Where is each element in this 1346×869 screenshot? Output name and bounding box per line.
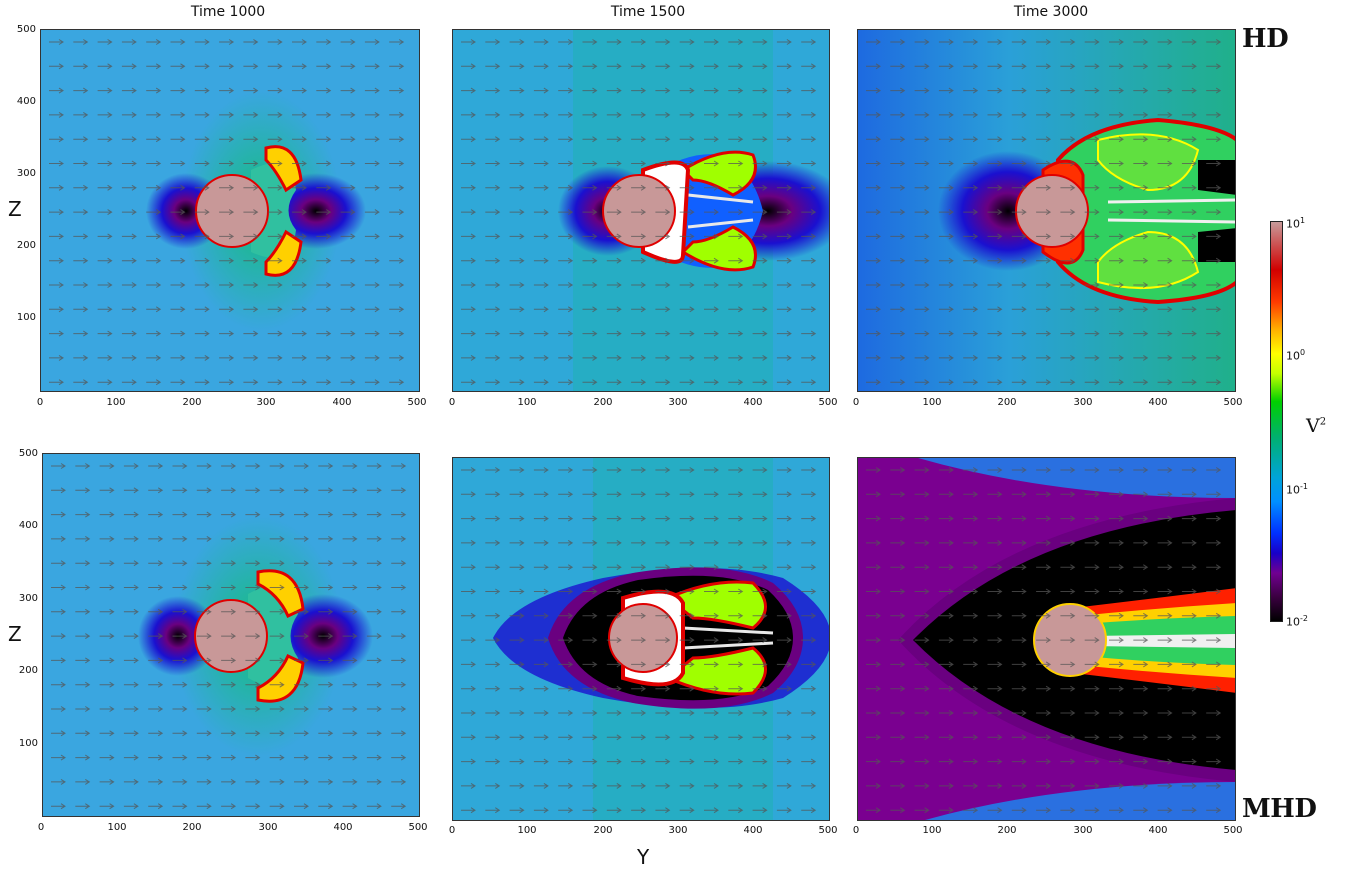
x-axis-label: Y — [637, 845, 650, 869]
x-tick-p2-1: 100 — [517, 397, 537, 408]
x-tick-p6-4: 400 — [1148, 825, 1168, 836]
panel-mhd-t1000-plot — [43, 454, 419, 816]
x-tick-p1-3: 300 — [256, 397, 276, 408]
colorbar — [1270, 221, 1283, 622]
x-tick-p3-0: 0 — [852, 397, 860, 408]
x-tick-p4-3: 300 — [258, 822, 278, 833]
x-tick-p3-5: 500 — [1223, 397, 1243, 408]
colorbar-tick-10e1: 101 — [1286, 216, 1306, 231]
x-tick-p4-5: 500 — [408, 822, 428, 833]
velocity-arrows — [49, 39, 405, 386]
y-tick-top-500: 500 — [16, 24, 36, 35]
x-tick-p4-1: 100 — [107, 822, 127, 833]
panel-hd-t3000-plot — [858, 30, 1235, 391]
colorbar-tick-10e0: 100 — [1286, 348, 1306, 363]
x-tick-p3-2: 200 — [997, 397, 1017, 408]
x-tick-p1-5: 500 — [407, 397, 427, 408]
column-title-2: Time 1500 — [610, 4, 686, 20]
x-tick-p1-1: 100 — [106, 397, 126, 408]
y-tick-top-300: 300 — [16, 168, 36, 179]
panel-hd-t1000-plot — [41, 30, 419, 391]
y-tick-top-200: 200 — [16, 240, 36, 251]
y-tick-bottom-500: 500 — [18, 448, 38, 459]
x-tick-p5-0: 0 — [448, 825, 456, 836]
y-tick-bottom-300: 300 — [18, 593, 38, 604]
panel-hd-t1500 — [452, 29, 830, 392]
x-tick-p1-0: 0 — [36, 397, 44, 408]
y-tick-bottom-400: 400 — [18, 520, 38, 531]
row-label-mhd: MHD — [1242, 794, 1317, 824]
x-tick-p6-2: 200 — [997, 825, 1017, 836]
x-tick-p2-3: 300 — [668, 397, 688, 408]
panel-mhd-t3000-plot — [858, 458, 1235, 820]
x-tick-p6-5: 500 — [1223, 825, 1243, 836]
x-tick-p5-2: 200 — [593, 825, 613, 836]
x-tick-p6-0: 0 — [852, 825, 860, 836]
panel-hd-t1000 — [40, 29, 420, 392]
x-tick-p3-1: 100 — [922, 397, 942, 408]
x-tick-p6-3: 300 — [1073, 825, 1093, 836]
x-tick-p2-4: 400 — [743, 397, 763, 408]
x-tick-p4-0: 0 — [37, 822, 45, 833]
x-tick-p3-3: 300 — [1073, 397, 1093, 408]
x-tick-p4-4: 400 — [333, 822, 353, 833]
x-tick-p2-2: 200 — [593, 397, 613, 408]
y-tick-top-400: 400 — [16, 96, 36, 107]
y-axis-label-top: Z — [8, 197, 22, 221]
panel-mhd-t1500 — [452, 457, 830, 821]
column-title-1: Time 1000 — [190, 4, 266, 20]
x-tick-p1-4: 400 — [332, 397, 352, 408]
y-tick-top-100: 100 — [16, 312, 36, 323]
x-tick-p2-0: 0 — [448, 397, 456, 408]
colorbar-tick-10e-1: 10-1 — [1286, 482, 1308, 497]
panel-mhd-t1500-plot — [453, 458, 829, 820]
panel-hd-t1500-plot — [453, 30, 829, 391]
row-label-hd: HD — [1242, 24, 1289, 54]
velocity-arrows — [461, 467, 817, 814]
panel-mhd-t3000 — [857, 457, 1236, 821]
x-tick-p5-5: 500 — [818, 825, 838, 836]
colorbar-label: V2 — [1306, 415, 1327, 437]
x-tick-p4-2: 200 — [182, 822, 202, 833]
colorbar-tick-10e-2: 10-2 — [1286, 614, 1308, 629]
x-tick-p5-1: 100 — [517, 825, 537, 836]
column-title-3: Time 3000 — [1013, 4, 1089, 20]
x-tick-p5-4: 400 — [743, 825, 763, 836]
x-tick-p6-1: 100 — [922, 825, 942, 836]
y-axis-label-bottom: Z — [8, 622, 22, 646]
velocity-arrows — [461, 39, 817, 386]
y-tick-bottom-100: 100 — [18, 738, 38, 749]
panel-mhd-t1000 — [42, 453, 420, 817]
panel-hd-t3000 — [857, 29, 1236, 392]
y-tick-bottom-200: 200 — [18, 665, 38, 676]
velocity-arrows — [866, 39, 1222, 386]
velocity-arrows — [51, 463, 407, 810]
velocity-arrows — [866, 467, 1222, 814]
x-tick-p3-4: 400 — [1148, 397, 1168, 408]
x-tick-p2-5: 500 — [818, 397, 838, 408]
x-tick-p5-3: 300 — [668, 825, 688, 836]
x-tick-p1-2: 200 — [182, 397, 202, 408]
